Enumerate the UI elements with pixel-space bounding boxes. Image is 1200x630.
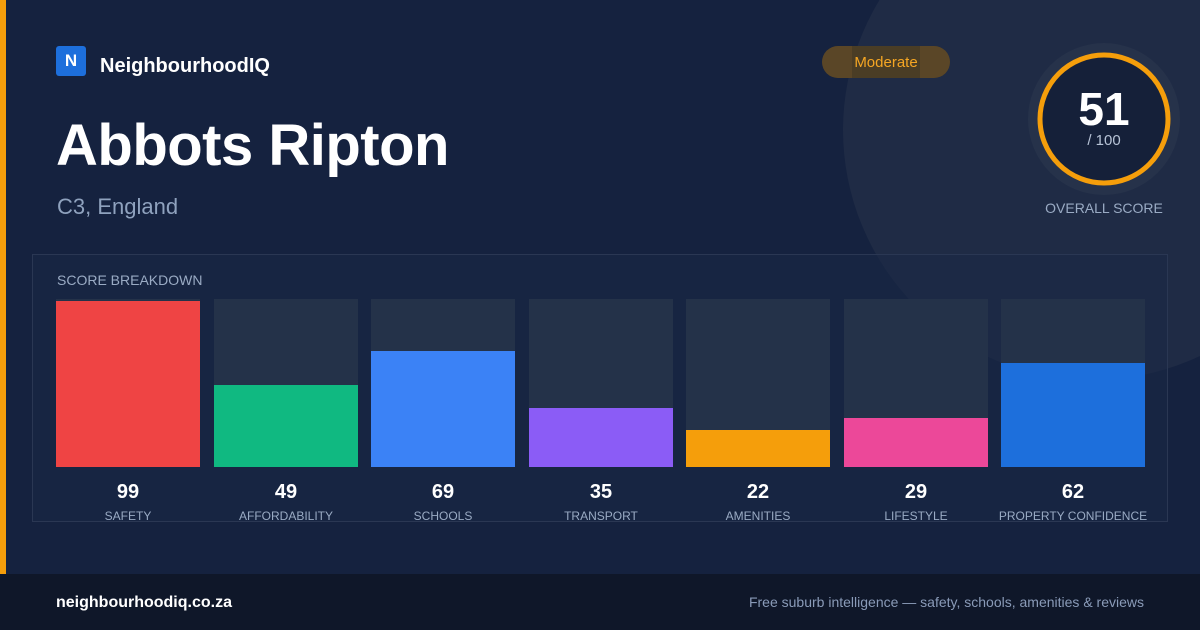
- score-breakdown-panel: SCORE BREAKDOWN 99 SAFETY 49 AFFORDABILITY 6…: [32, 254, 1168, 523]
- bar-track: [844, 299, 988, 467]
- bar-track: [56, 299, 200, 467]
- score-ring-graphic: [1028, 43, 1180, 195]
- share-card: N NeighbourhoodIQ Abbots Ripton C3, Engl…: [0, 0, 1180, 574]
- bar-fill-property-confidence: [1001, 363, 1145, 467]
- bar-fill-affordability: [214, 385, 358, 467]
- overall-score-max: / 100: [1087, 132, 1121, 149]
- location-subtitle: C3, England: [57, 194, 179, 219]
- rating-badge: Moderate: [822, 46, 950, 78]
- bar-label: PROPERTY CONFIDENCE: [998, 509, 1148, 523]
- footer-tagline: Free suburb intelligence — safety, schoo…: [748, 594, 1144, 610]
- bar-lifestyle: 29 LIFESTYLE: [844, 299, 988, 523]
- bar-fill-transport: [529, 408, 673, 467]
- bar-track: [214, 299, 358, 467]
- bar-value: 69: [431, 481, 455, 503]
- bar-fill-schools: [371, 351, 515, 467]
- bar-track: [686, 299, 830, 467]
- rating-badge-cap-right: [920, 46, 950, 78]
- logo-icon: N: [56, 46, 86, 76]
- overall-score-caption: OVERALL SCORE: [1045, 200, 1163, 216]
- rating-label: Moderate: [854, 53, 918, 71]
- rating-badge-cap-left: [822, 46, 852, 78]
- bar-track: [529, 299, 673, 467]
- brand-name: NeighbourhoodIQ: [100, 55, 270, 77]
- bar-label: AMENITIES: [725, 509, 791, 523]
- overall-score-ring: 51 / 100: [1028, 43, 1180, 195]
- bar-label: SAFETY: [104, 509, 152, 523]
- bar-label: SCHOOLS: [413, 509, 473, 523]
- page-title: Abbots Ripton: [56, 113, 449, 178]
- bar-value: 35: [589, 481, 613, 503]
- bar-amenities: 22 AMENITIES: [686, 299, 830, 523]
- score-ring-stroke: [1037, 52, 1171, 186]
- bar-schools: 69 SCHOOLS: [371, 299, 515, 523]
- bar-transport: 35 TRANSPORT: [529, 299, 673, 523]
- bar-value: 49: [274, 481, 298, 503]
- bar-value: 29: [904, 481, 928, 503]
- bar-fill-amenities: [686, 430, 830, 467]
- bar-label: LIFESTYLE: [884, 509, 948, 523]
- bar-label: TRANSPORT: [564, 509, 638, 523]
- bar-fill-safety: [56, 301, 200, 467]
- bar-fill-lifestyle: [844, 418, 988, 467]
- breakdown-title: SCORE BREAKDOWN: [57, 272, 203, 288]
- footer: neighbourhoodiq.co.za Free suburb intell…: [0, 574, 1200, 630]
- bar-affordability: 49 AFFORDABILITY: [214, 299, 358, 523]
- bar-value: 62: [1061, 481, 1085, 503]
- footer-url: neighbourhoodiq.co.za: [56, 594, 232, 611]
- accent-bar: [0, 0, 6, 574]
- bar-value: 99: [116, 481, 140, 503]
- bar-track: [371, 299, 515, 467]
- bar-label: AFFORDABILITY: [238, 509, 333, 523]
- bar-track: [1001, 299, 1145, 467]
- bar-property-confidence: 62 PROPERTY CONFIDENCE: [999, 299, 1147, 523]
- bar-safety: 99 SAFETY: [56, 299, 200, 523]
- bar-value: 22: [746, 481, 770, 503]
- overall-score-value: 51: [1078, 83, 1130, 135]
